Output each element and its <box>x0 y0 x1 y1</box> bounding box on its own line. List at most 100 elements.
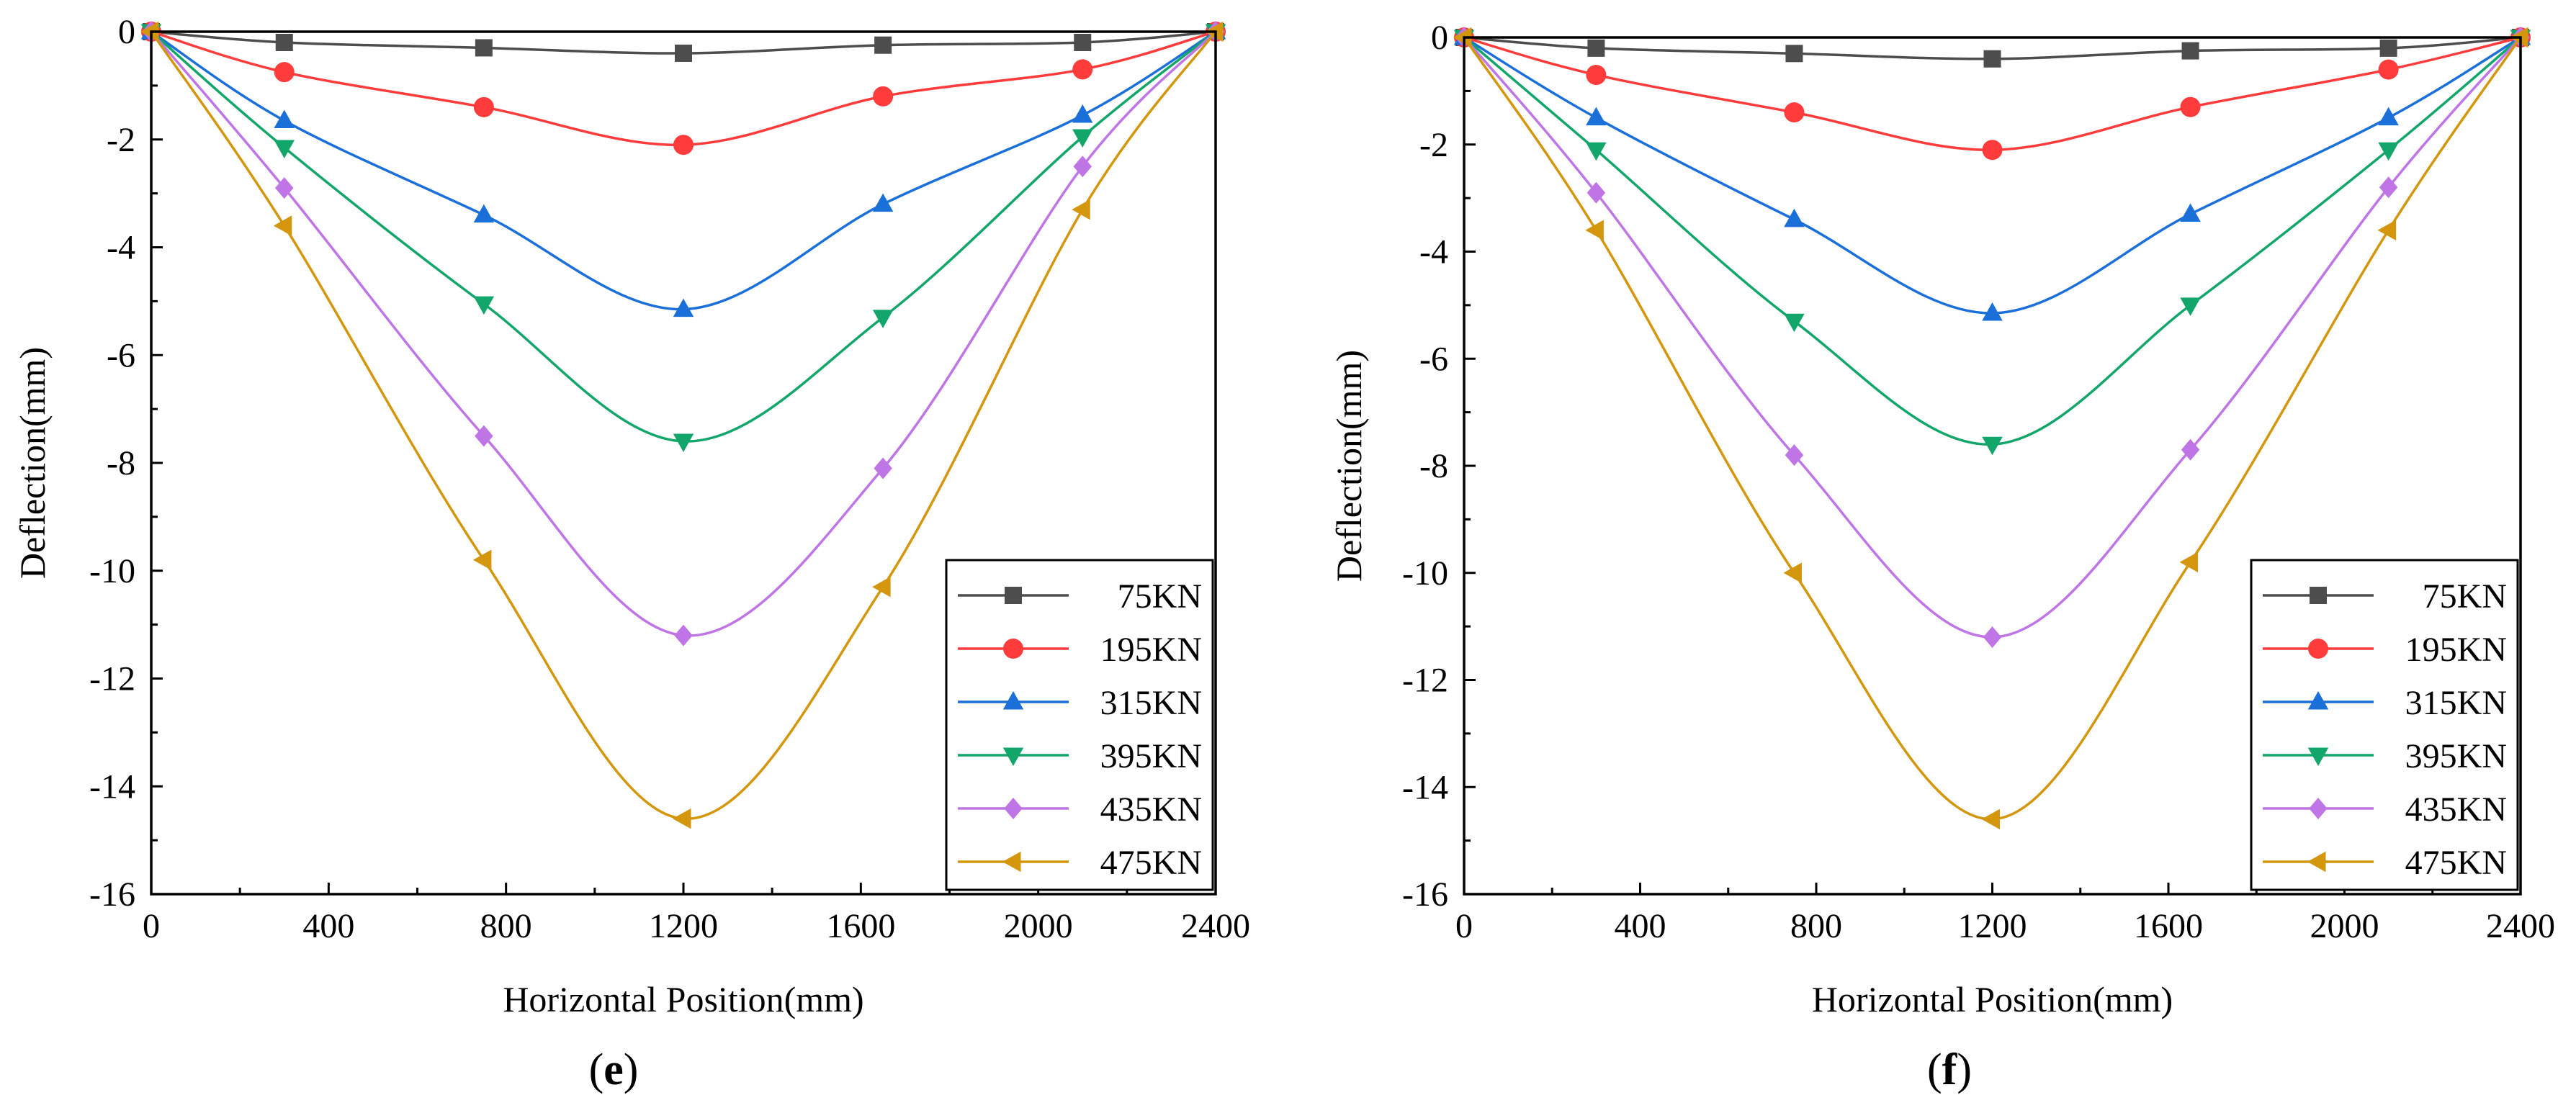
plot-frame <box>1463 36 2522 896</box>
y-tick-label: -12 <box>1402 662 1448 700</box>
legend-item: 75KN <box>958 577 1202 616</box>
data-point <box>872 576 891 598</box>
legend: 75KN 195KN 315KN 395KN 435KN 475KN <box>945 559 1214 891</box>
legend-marker <box>2307 747 2329 766</box>
legend-item: 195KN <box>2263 631 2507 669</box>
data-point <box>1585 220 1604 240</box>
data-point <box>275 177 294 199</box>
data-point <box>872 310 894 328</box>
legend-label: 195KN <box>2405 631 2507 669</box>
y-tick-label: -8 <box>1419 447 1448 485</box>
chart-panel-e: 0 400 800 1200 1600 2000 2400 0 -2 -4 -6 -8 -10 -12 -1… <box>12 13 1250 1019</box>
x-axis-title: Horizontal Position(mm) <box>503 979 863 1019</box>
data-point <box>2180 96 2201 117</box>
legend-marker <box>1002 851 1021 873</box>
legend-box <box>2250 559 2519 891</box>
plot-frame <box>150 30 1217 896</box>
y-axis-title: Deflection(mm) <box>12 347 53 579</box>
x-tick-label: 2400 <box>1181 907 1250 945</box>
data-point <box>675 44 692 62</box>
data-point <box>140 21 159 42</box>
legend-label: 435KN <box>1100 790 1202 829</box>
data-point <box>673 808 691 829</box>
data-point <box>1983 50 2001 68</box>
data-point <box>273 215 292 236</box>
data-point <box>1785 444 1804 467</box>
data-point <box>2379 176 2398 199</box>
data-point <box>1982 436 2003 456</box>
x-tick-label: 0 <box>1455 907 1473 945</box>
legend: 75KN 195KN 315KN 395KN 435KN 475KN <box>2250 559 2519 891</box>
data-point <box>673 298 694 317</box>
x-tick-label: 1600 <box>2134 907 2203 945</box>
x-tick-label: 1600 <box>826 907 895 945</box>
data-point <box>1586 65 1607 86</box>
x-tick-label: 2000 <box>1004 907 1073 945</box>
x-tick-label: 400 <box>302 907 354 945</box>
legend-item: 315KN <box>2263 684 2507 722</box>
data-point <box>1073 156 1092 178</box>
data-point <box>2180 297 2201 316</box>
legend-item: 395KN <box>2263 737 2507 775</box>
x-tick-label: 2000 <box>2310 907 2379 945</box>
data-point <box>473 96 494 117</box>
data-point <box>1587 181 1606 204</box>
data-point <box>475 39 493 57</box>
y-tick-label: -8 <box>107 444 135 482</box>
y-tick-label: -4 <box>1419 233 1448 271</box>
legend-item: 435KN <box>958 790 1202 829</box>
data-point <box>475 425 493 447</box>
data-point <box>874 457 892 479</box>
legend-box <box>945 559 1214 891</box>
data-point <box>1785 45 1803 63</box>
y-tick-label: -10 <box>1402 554 1448 592</box>
legend-marker <box>2307 851 2326 873</box>
x-axis-title: Horizontal Position(mm) <box>1812 979 2173 1019</box>
data-point <box>1072 129 1093 148</box>
panel-caption-f: (f) <box>1927 1045 1972 1094</box>
y-tick-label: -14 <box>1402 768 1448 806</box>
chart-panel-f: 0 400 800 1200 1600 2000 2400 0 -2 -4 -6 -8 -10 -12 -1… <box>1329 19 2555 1019</box>
data-point <box>1586 107 1607 126</box>
legend-item: 315KN <box>958 684 1202 722</box>
data-point <box>874 36 892 54</box>
data-point <box>274 62 295 83</box>
x-tick-label: 0 <box>143 907 160 945</box>
data-point <box>2181 438 2200 461</box>
y-tick-label: -2 <box>107 121 135 159</box>
legend-label: 75KN <box>1118 577 1202 616</box>
data-point <box>1981 808 2000 830</box>
x-tick-label: 1200 <box>1958 907 2027 945</box>
data-point <box>872 193 894 212</box>
legend-label: 435KN <box>2405 790 2507 829</box>
data-point <box>1784 313 1805 333</box>
data-point <box>1587 39 1605 57</box>
data-point <box>2180 203 2201 222</box>
data-point <box>274 140 295 158</box>
y-tick-label: -16 <box>1402 875 1448 914</box>
x-tick-label: 400 <box>1615 907 1666 945</box>
legend-item: 435KN <box>2263 790 2507 829</box>
data-point <box>1784 208 1805 227</box>
legend-item: 75KN <box>2263 577 2507 616</box>
legend-label: 195KN <box>1100 631 1202 669</box>
data-point <box>873 86 894 107</box>
series-75KN <box>143 23 1224 62</box>
legend-label: 315KN <box>2405 684 2507 722</box>
data-point <box>2179 551 2199 573</box>
legend-marker <box>2308 639 2328 659</box>
y-tick-label: 0 <box>1431 19 1448 57</box>
legend-item: 195KN <box>958 631 1202 669</box>
y-tick-label: -16 <box>89 875 135 914</box>
x-tick-label: 1200 <box>649 907 718 945</box>
x-tick-label: 800 <box>1790 907 1842 945</box>
legend-marker <box>1005 587 1022 604</box>
data-point <box>473 296 495 315</box>
legend-marker <box>2309 798 2328 819</box>
legend-marker <box>1003 639 1023 659</box>
legend-item: 475KN <box>958 844 1202 882</box>
y-tick-label: -6 <box>107 336 135 374</box>
data-point <box>1784 102 1805 123</box>
